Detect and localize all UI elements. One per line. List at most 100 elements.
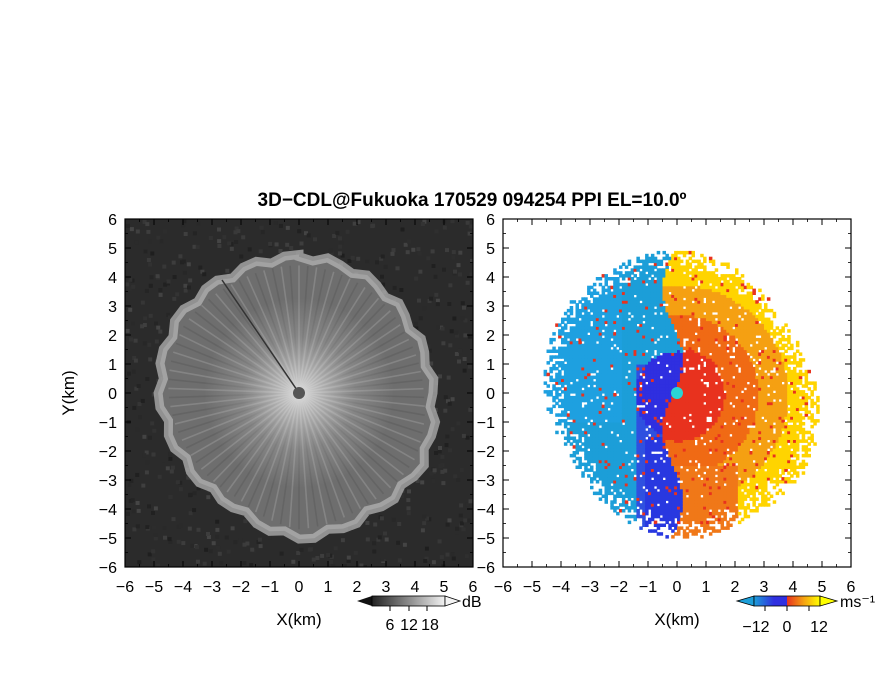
velocity-pixel [610,343,614,348]
velocity-pixel [604,314,608,319]
velocity-pixel [677,511,681,516]
velocity-pixel [639,491,643,496]
velocity-pixel [668,337,672,342]
velocity-pixel [691,485,695,490]
velocity-pixel [633,361,637,365]
velocity-pixel [706,352,710,356]
velocity-pixel [674,274,678,278]
velocity-pixel [613,349,617,353]
velocity-pixel [592,282,597,287]
velocity-pixel [703,500,707,504]
noise-pixel [166,312,171,317]
velocity-pixel [587,300,591,304]
velocity-pixel [639,480,643,484]
velocity-pixel [671,514,675,519]
velocity-pixel [650,500,655,504]
noise-pixel [420,222,425,226]
velocity-pixel [630,465,635,469]
velocity-pixel [677,503,681,507]
velocity-pixel [697,491,701,496]
velocity-pixel [558,346,562,351]
velocity-pixel [691,422,695,426]
velocity-pixel [671,366,675,371]
velocity-pixel [682,294,687,298]
velocity-pixel [691,259,695,264]
noise-pixel [463,333,468,338]
velocity-pixel [578,372,582,377]
velocity-pixel [584,419,588,423]
velocity-pixel [633,509,637,513]
noise-pixel [215,534,220,539]
noise-pixel [151,525,156,530]
velocity-pixel [639,375,643,380]
velocity-pixel [584,337,588,342]
velocity-pixel [587,381,591,385]
velocity-pixel [691,335,695,339]
noise-pixel [148,283,153,288]
velocity-pixel [619,462,623,467]
velocity-pixel [601,433,606,438]
velocity-pixel [584,369,588,374]
velocity-pixel [679,398,684,403]
noise-pixel [132,527,137,532]
noise-pixel [465,435,470,440]
velocity-pixel [682,300,687,304]
velocity-pixel [677,520,681,525]
velocity-pixel [650,413,655,417]
velocity-pixel [700,471,704,475]
velocity-pixel [685,424,690,429]
velocity-pixel [566,413,571,417]
velocity-pixel [648,427,652,432]
velocity-pixel [595,393,600,397]
velocity-pixel [694,282,698,287]
noise-pixel [171,517,176,522]
velocity-pixel [543,381,548,385]
velocity-pixel [569,369,574,374]
velocity-pixel [630,375,635,380]
velocity-pixel [697,511,701,516]
velocity-pixel [619,404,623,409]
velocity-pixel [575,422,579,426]
velocity-pixel [697,378,701,382]
velocity-pixel [691,308,695,313]
velocity-pixel [642,285,646,290]
velocity-pixel [575,404,579,409]
velocity-pixel [633,308,637,313]
velocity-pixel [659,274,664,278]
velocity-pixel [616,381,620,385]
velocity-pixel [648,482,652,487]
noise-pixel [379,256,384,261]
velocity-pixel [616,488,620,493]
velocity-pixel [671,381,675,385]
velocity-pixel [691,306,695,310]
velocity-pixel [665,256,669,261]
velocity-pixel [677,514,681,519]
velocity-pixel [613,506,617,510]
noise-pixel [239,254,244,259]
velocity-pixel [688,410,693,414]
velocity-pixel [691,398,695,403]
velocity-pixel [642,317,646,322]
noise-pixel [163,282,168,287]
velocity-pixel [645,268,649,272]
velocity-pixel [616,416,620,420]
velocity-pixel [691,529,695,533]
velocity-pixel [636,306,640,310]
velocity-pixel [668,482,672,487]
velocity-pixel [613,288,617,293]
velocity-pixel [587,390,591,394]
velocity-pixel [598,390,603,394]
velocity-pixel [691,282,695,287]
velocity-pixel [648,314,652,319]
velocity-pixel [653,271,658,275]
velocity-pixel [578,398,582,403]
velocity-pixel [569,349,574,353]
noise-pixel [181,223,186,228]
noise-pixel [129,337,133,342]
velocity-pixel [679,297,684,301]
velocity-pixel [659,497,664,501]
velocity-pixel [616,369,620,374]
velocity-pixel [645,343,649,348]
velocity-pixel [665,419,669,423]
noise-pixel [346,559,351,563]
